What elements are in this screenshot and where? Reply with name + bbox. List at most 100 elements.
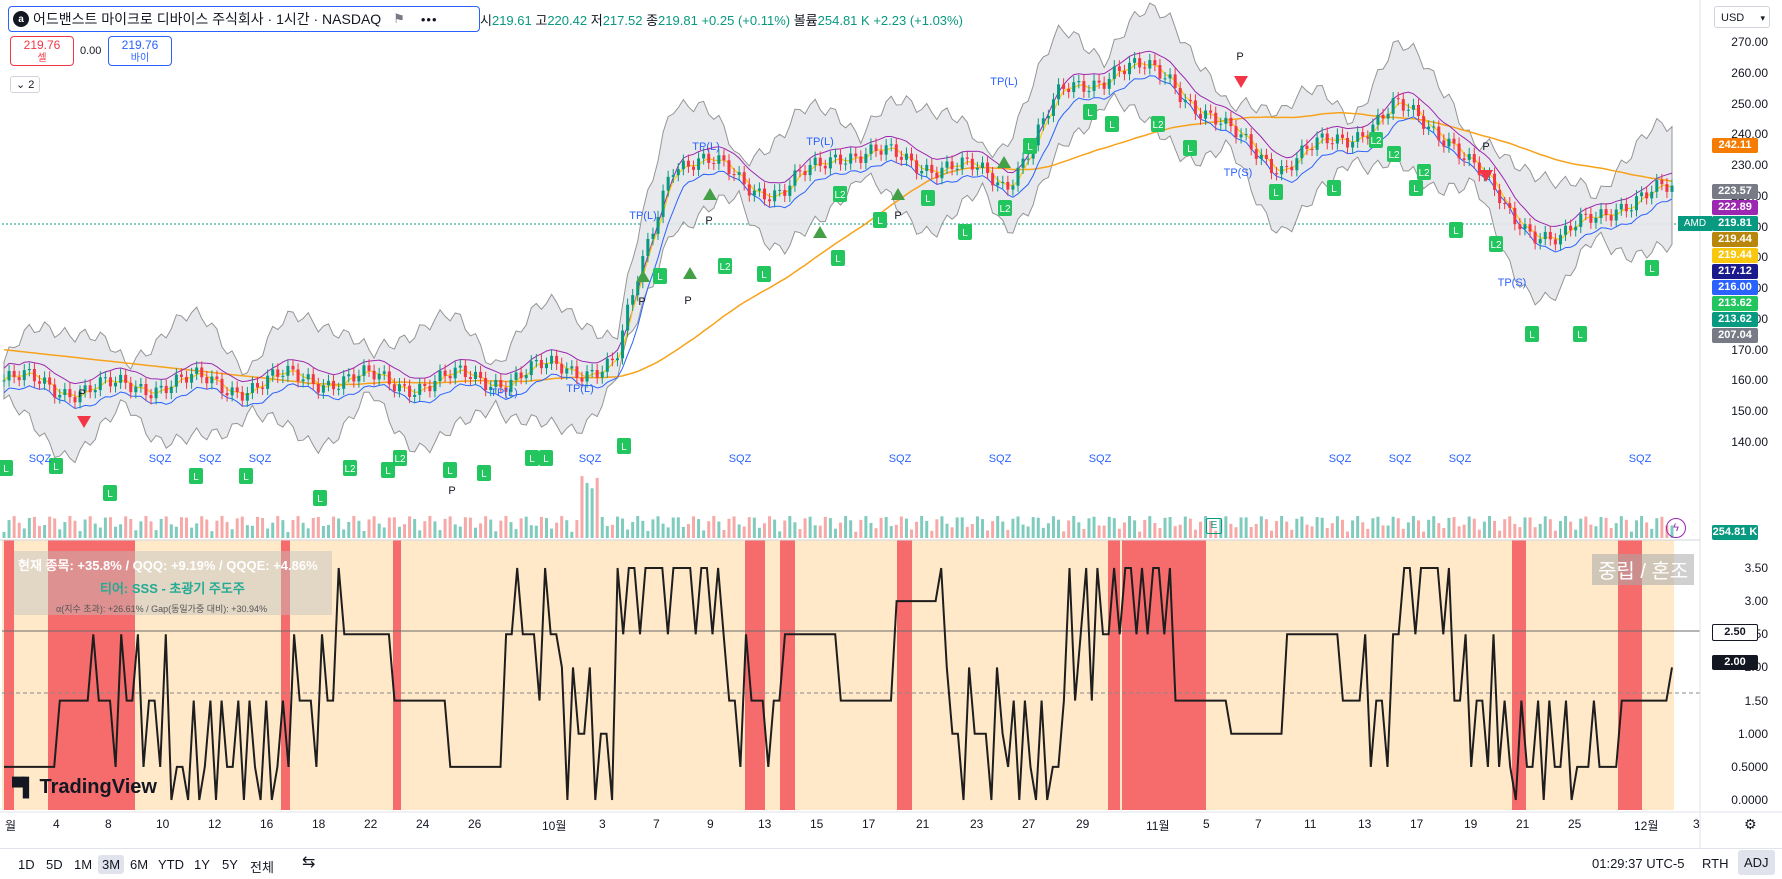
volume-bar (1072, 516, 1076, 538)
volume-bar (742, 526, 746, 538)
timeframe-1M[interactable]: 1M (74, 857, 93, 872)
candle-body (955, 168, 959, 170)
candle-body (1604, 209, 1608, 216)
candle-body (1036, 124, 1040, 146)
timeframe-6M[interactable]: 6M (130, 857, 149, 872)
volume-bar (291, 520, 295, 538)
volume-bar (1315, 517, 1319, 538)
long-marker (1573, 326, 1587, 342)
volume-bar (529, 525, 533, 538)
earnings-icon[interactable]: E (1206, 518, 1222, 534)
take-profit-label: TP(L) (692, 141, 720, 153)
volume-bar (377, 523, 381, 538)
currency-select[interactable]: USD ▾ (1714, 6, 1770, 28)
symbol-title-box[interactable]: a 어드밴스트 마이크로 디바이스 주식회사 · 1시간 · NASDAQ ⚑ … (8, 6, 480, 32)
sell-button[interactable]: 219.76 셀 (10, 36, 74, 66)
time-axis-label: 9 (707, 817, 714, 831)
volume-bar (1609, 528, 1613, 538)
candle-body (1178, 88, 1182, 103)
settings-gear-icon[interactable]: ⚙ (1744, 816, 1757, 832)
long-marker (1417, 164, 1431, 180)
candle-body (692, 166, 696, 170)
candle-body (849, 153, 853, 164)
candle-body (438, 370, 442, 382)
adj-toggle[interactable]: ADJ (1738, 850, 1775, 875)
candle-body (169, 386, 173, 394)
candle-body (798, 170, 802, 172)
timeframe-5Y[interactable]: 5Y (222, 857, 238, 872)
candle-body (1351, 141, 1355, 148)
timeframe-1Y[interactable]: 1Y (194, 857, 210, 872)
candle-body (544, 363, 548, 369)
long-marker (189, 468, 203, 484)
oscillator-red-band (745, 540, 765, 810)
long-marker-label: L (243, 472, 249, 483)
volume-bar (311, 517, 315, 538)
more-dots-icon[interactable]: ••• (420, 11, 438, 27)
long-marker (103, 485, 117, 501)
volume-bar (210, 531, 214, 538)
candle-body (590, 369, 594, 372)
flag-icon[interactable]: ⚑ (393, 11, 405, 26)
candle-body (1381, 114, 1385, 119)
take-profit-label: TP(L) (629, 210, 657, 222)
volume-bar (169, 524, 173, 538)
candle-body (48, 377, 52, 385)
candle-body (326, 380, 330, 386)
candle-body (88, 385, 92, 393)
volume-bar (423, 521, 427, 538)
rth-toggle[interactable]: RTH (1702, 856, 1729, 871)
volume-bar (565, 520, 569, 538)
tradingview-wordmark: TradingView (39, 776, 157, 798)
candle-body (68, 389, 72, 398)
candle-body (539, 359, 543, 369)
volume-bar (1001, 521, 1005, 538)
volume-bar (1513, 523, 1517, 538)
timeframe-5D[interactable]: 5D (46, 857, 63, 872)
candle-body (899, 156, 903, 160)
candle-body (108, 377, 112, 387)
time-axis-label: 13 (1358, 817, 1372, 831)
volume-bar (1036, 517, 1040, 538)
timeframe-1D[interactable]: 1D (18, 857, 35, 872)
candle-body (788, 185, 792, 196)
long-marker-label: L (877, 216, 883, 227)
volume-bar (1366, 528, 1370, 538)
volume-bar (124, 516, 128, 538)
volume-bar (1092, 516, 1096, 538)
timeframe-전체[interactable]: 전체 (250, 860, 274, 875)
long-marker (831, 250, 845, 266)
indicator-collapse-button[interactable]: ⌄ 2 (10, 76, 41, 93)
candle-body (752, 190, 756, 196)
volume-bar (762, 523, 766, 538)
candle-body (859, 156, 863, 163)
candle-body (1006, 181, 1010, 190)
volume-bar (484, 516, 488, 538)
volume-bar (1117, 528, 1121, 538)
volume-bar (1655, 518, 1659, 538)
volume-bar (255, 516, 259, 538)
price-axis-label: 170.00 (1731, 342, 1768, 357)
candle-body (702, 153, 706, 159)
volume-bar (1290, 529, 1294, 538)
volume-bar (1599, 517, 1603, 538)
candle-body (813, 157, 817, 166)
long-marker-label: L (543, 454, 549, 465)
buy-button[interactable]: 219.76 바이 (108, 36, 172, 66)
candle-body (1503, 203, 1507, 205)
tradingview-logo[interactable]: ▀▌ TradingView (12, 776, 157, 799)
volume-bar (778, 531, 782, 538)
take-profit-label: TP(L) (566, 383, 594, 395)
timeframe-YTD[interactable]: YTD (158, 857, 184, 872)
price-axis-label: 150.00 (1731, 404, 1768, 419)
volume-bar (1219, 519, 1223, 538)
volume-bar (78, 531, 82, 538)
candle-body (1386, 113, 1390, 119)
date-range-icon[interactable]: ⇆ (302, 854, 316, 871)
bollinger-band (3, 2, 1673, 464)
candle-body (732, 174, 736, 176)
flash-icon[interactable]: ϟ (1666, 518, 1686, 538)
volume-bar (504, 516, 508, 538)
timeframe-3M[interactable]: 3M (98, 855, 125, 874)
